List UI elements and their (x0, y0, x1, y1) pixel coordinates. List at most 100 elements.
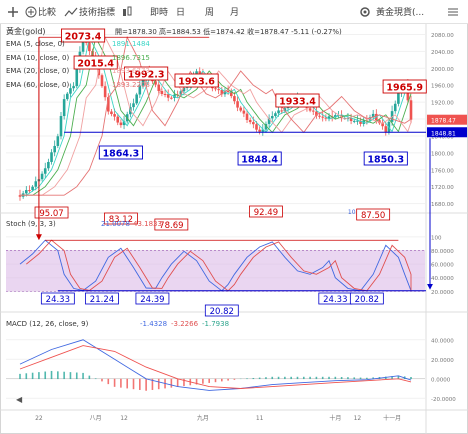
macd-hist-bar (410, 376, 412, 380)
stoch-high-label-box (154, 218, 189, 231)
macd-hist-bar (340, 376, 343, 380)
stoch-high-label: 78.69 (159, 221, 183, 231)
candle-body (170, 97, 173, 99)
replay-icon[interactable]: ◀ (16, 395, 23, 404)
candle-body (116, 116, 120, 123)
stoch-tick-label: 40.0000 (431, 276, 454, 282)
stoch-tag: 10 (348, 209, 356, 216)
candle-body (135, 94, 138, 104)
candle-body (43, 168, 47, 174)
price-tick-label: 2080.00 (431, 33, 454, 39)
macd-hist-bar (227, 378, 229, 381)
chart-type-icon[interactable] (120, 4, 134, 18)
candle-body (31, 186, 34, 191)
stoch-low-label: 24.33 (323, 295, 347, 305)
macd-hist-bar (126, 378, 129, 389)
stoch-tick-label: 20.0000 (431, 290, 454, 296)
candle-body (154, 81, 157, 85)
stoch-tick-label: 100 (431, 235, 442, 241)
candle-body (220, 90, 224, 95)
stoch-legend[interactable]: Stoch (9, 3, 3) (6, 220, 56, 228)
candle-body (267, 118, 271, 124)
instrument-selector[interactable]: 黃金現貨(... (376, 8, 425, 18)
candle-body (88, 42, 91, 52)
candle-body (245, 113, 249, 120)
candle-body (381, 123, 384, 127)
candle-body (110, 111, 113, 115)
candle-body (311, 110, 315, 112)
macd-hist-bar (359, 377, 362, 380)
candle-body (252, 122, 255, 125)
candle-body (62, 99, 66, 117)
price-tick-label: 1960.00 (431, 84, 454, 90)
period-day-button[interactable]: 日 (176, 8, 186, 18)
price-tick-label: 2000.00 (431, 67, 454, 73)
peak-label-box (382, 79, 427, 94)
macd-hist-bar (202, 378, 204, 384)
ema20-legend[interactable]: EMA (20, close, 0) (6, 67, 69, 75)
compare-icon[interactable] (24, 4, 38, 18)
macd-hist-value: -1.7938 (202, 320, 229, 328)
ema60-legend[interactable]: EMA (60, close, 0) (6, 81, 69, 89)
macd-legend[interactable]: MACD (12, 26, close, 9) (6, 320, 89, 328)
ema60-value: 1893.2208 (112, 81, 150, 89)
macd-value: -1.4328 (140, 320, 167, 328)
macd-hist-bar (88, 375, 91, 380)
candle-body (179, 91, 183, 95)
low-label-box (363, 151, 408, 166)
stoch-tick-label: 80.0000 (431, 249, 454, 255)
macd-hist-bar (372, 377, 374, 380)
price-tick-label: 2040.00 (431, 50, 454, 56)
candle-body (53, 145, 56, 153)
candle-body (229, 90, 233, 97)
x-tick-label: 九月 (197, 414, 209, 422)
period-week-button[interactable]: 周 (205, 8, 215, 18)
candle-body (50, 152, 53, 162)
candle-body (270, 116, 274, 119)
candle-body (119, 122, 123, 126)
peak-label-box (61, 28, 106, 43)
indicators-button[interactable]: 技術指標 (79, 8, 116, 18)
macd-hist-bar (265, 377, 267, 380)
compare-button[interactable]: 比較 (38, 8, 57, 18)
low-label: 1864.3 (103, 149, 140, 160)
candle-body (132, 103, 135, 108)
settings-icon[interactable] (358, 4, 372, 18)
macd-hist-bar (391, 376, 393, 380)
x-tick-label: 12 (120, 415, 128, 422)
price-tick-label: 1680.00 (431, 202, 454, 208)
macd-hist-bar (31, 372, 34, 380)
stoch-low-label: 21.24 (90, 295, 114, 305)
macd-hist-bar (384, 376, 387, 380)
price-tick-label: 1800.00 (431, 151, 454, 157)
macd-hist-bar (63, 371, 65, 380)
candle-body (217, 89, 220, 91)
x-tick-label: 十一月 (383, 414, 401, 422)
stoch-low-label-box (85, 292, 119, 305)
menu-icon[interactable] (446, 4, 460, 18)
candle-body (103, 86, 107, 98)
last-price-label: 1878.47 (431, 118, 456, 125)
candle-body (356, 120, 359, 122)
ema5-legend[interactable]: EMA (5, close, 0) (6, 40, 65, 48)
candle-body (384, 126, 388, 133)
candle-body (409, 100, 413, 120)
ema10-legend[interactable]: EMA (10, close, 0) (6, 54, 69, 62)
indicators-icon[interactable] (64, 4, 78, 18)
stoch-low-label: 24.33 (46, 295, 70, 305)
add-symbol-icon[interactable] (6, 4, 20, 18)
macd-tick-label: -20.0000 (431, 397, 456, 403)
macd-hist-bar (309, 376, 311, 380)
macd-tick-label: 20.0000 (431, 358, 454, 364)
stoch-low-label-box (40, 292, 75, 305)
macd-hist-bar (57, 371, 59, 380)
stoch-low-label-box (349, 292, 384, 305)
peak-label: 1933.4 (279, 97, 316, 108)
low-label: 1850.3 (367, 155, 404, 166)
candle-body (343, 118, 347, 119)
period-realtime-button[interactable]: 即時 (150, 8, 169, 18)
period-month-button[interactable]: 月 (230, 8, 240, 18)
candle-body (371, 113, 375, 118)
candle-body (81, 37, 85, 52)
